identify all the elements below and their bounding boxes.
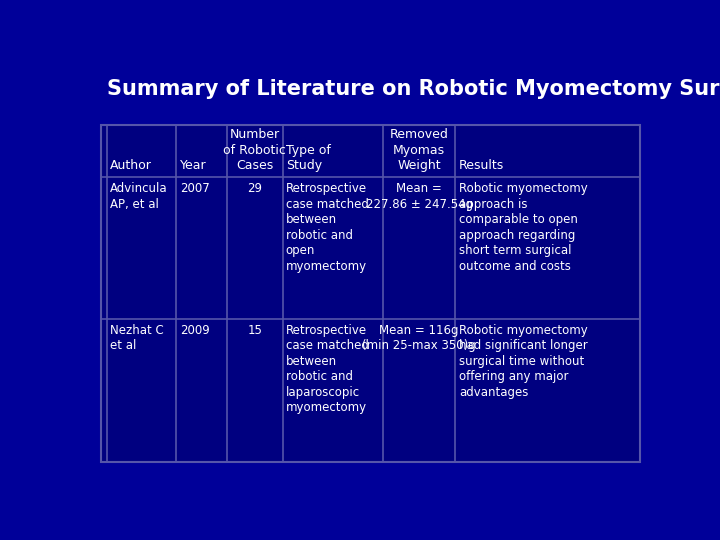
Text: Year: Year bbox=[180, 159, 207, 172]
Text: Advincula
AP, et al: Advincula AP, et al bbox=[110, 183, 168, 211]
Text: 2007: 2007 bbox=[180, 183, 210, 195]
Text: 29: 29 bbox=[247, 183, 262, 195]
Text: Removed
Myomas
Weight: Removed Myomas Weight bbox=[390, 129, 449, 172]
Text: Retrospective
case matched
between
robotic and
laparoscopic
myomectomy: Retrospective case matched between robot… bbox=[286, 324, 369, 414]
Text: Type of
Study: Type of Study bbox=[286, 144, 330, 172]
Text: Results: Results bbox=[459, 159, 504, 172]
Text: Number
of Robotic
Cases: Number of Robotic Cases bbox=[223, 129, 286, 172]
Text: 15: 15 bbox=[247, 324, 262, 337]
Text: Retrospective
case matched
between
robotic and
open
myomectomy: Retrospective case matched between robot… bbox=[286, 183, 369, 273]
Text: Summary of Literature on Robotic Myomectomy Surgery: Summary of Literature on Robotic Myomect… bbox=[107, 79, 720, 99]
FancyBboxPatch shape bbox=[101, 125, 639, 462]
Text: Mean =
227.86 ± 247.54g: Mean = 227.86 ± 247.54g bbox=[366, 183, 473, 211]
Text: Nezhat C
et al: Nezhat C et al bbox=[110, 324, 164, 352]
Text: Mean = 116g
(min 25-max 350)g: Mean = 116g (min 25-max 350)g bbox=[362, 324, 476, 352]
Text: Author: Author bbox=[110, 159, 152, 172]
Text: Robotic myomectomy
had significant longer
surgical time without
offering any maj: Robotic myomectomy had significant longe… bbox=[459, 324, 588, 399]
Text: Robotic myomectomy
approach is
comparable to open
approach regarding
short term : Robotic myomectomy approach is comparabl… bbox=[459, 183, 588, 273]
Text: 2009: 2009 bbox=[180, 324, 210, 337]
